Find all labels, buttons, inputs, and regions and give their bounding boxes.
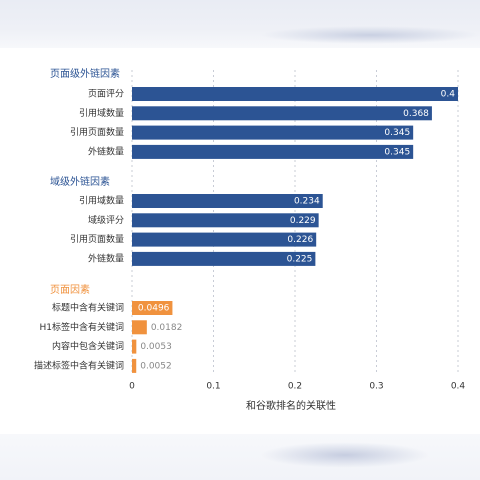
- bar-value-label: 0.345: [384, 128, 410, 138]
- bar-value-label: 0.225: [287, 254, 313, 264]
- bar-category-label: 引用页面数量: [70, 126, 124, 138]
- bar-category-label: 外链数量: [88, 252, 124, 264]
- x-axis-label: 和谷歌排名的关联性: [246, 399, 336, 412]
- bar-category-label: 外链数量: [88, 145, 124, 157]
- group-title: 页面因素: [50, 283, 90, 296]
- group-title: 页面级外链因素: [50, 67, 120, 80]
- bar: [132, 339, 137, 354]
- bottom-blur-band: [0, 434, 480, 480]
- bar: [132, 251, 316, 266]
- bar: [132, 301, 173, 315]
- bar-category-label: 内容中包含关键词: [52, 340, 124, 352]
- x-tick-label: 0.4: [451, 382, 466, 392]
- bar-value-label: 0.368: [403, 109, 429, 119]
- x-tick-label: 0.3: [369, 382, 383, 392]
- bar-value-label: 0.234: [294, 197, 320, 207]
- bar-value-label: 0.0182: [151, 323, 183, 333]
- bar-value-label: 0.0053: [140, 342, 172, 352]
- bar: [132, 194, 323, 208]
- bar-category-label: H1标签中含有关键词: [40, 321, 125, 333]
- x-tick-label: 0.2: [288, 382, 302, 392]
- bar-category-label: 引用页面数量: [70, 233, 124, 245]
- bar-category-label: 描述标签中含有关键词: [34, 359, 124, 371]
- bar-value-label: 0.0052: [140, 361, 172, 371]
- bar-category-label: 域级评分: [88, 214, 124, 226]
- bar-category-label: 页面评分: [88, 89, 124, 100]
- bar-category-label: 引用域数量: [79, 195, 124, 207]
- x-tick-label: 0.1: [206, 382, 220, 392]
- x-tick-label: 0: [129, 382, 135, 392]
- bar: [132, 213, 319, 228]
- bar: [132, 320, 147, 335]
- bar-category-label: 引用域数量: [79, 107, 124, 119]
- bar: [132, 125, 414, 140]
- bar: [132, 106, 432, 121]
- bar: [132, 232, 317, 247]
- top-blur-band: [0, 0, 480, 48]
- bar-value-label: 0.345: [384, 147, 410, 157]
- bar-value-label: 0.229: [290, 216, 316, 226]
- bar-value-label: 0.226: [287, 235, 313, 245]
- bar: [132, 358, 137, 373]
- bar-category-label: 标题中含有关键词: [52, 302, 124, 314]
- bar-value-label: 0.0496: [138, 304, 170, 314]
- group-title: 域级外链因素: [50, 175, 110, 188]
- bar-value-label: 0.4: [441, 90, 456, 100]
- bar: [132, 87, 458, 101]
- bar: [132, 144, 414, 159]
